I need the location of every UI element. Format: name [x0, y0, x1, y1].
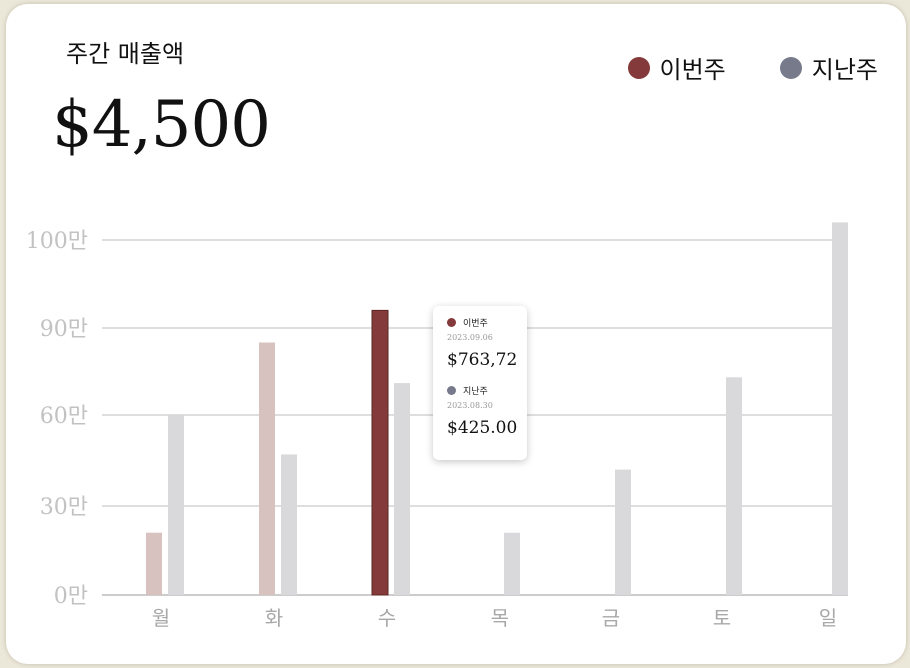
x-category-label: 목 — [491, 606, 509, 630]
tooltip-series-this-week: 이번주 — [447, 316, 527, 329]
chart-legend: 이번주 지난주 — [574, 50, 878, 85]
bars — [146, 222, 848, 596]
x-category-label: 일 — [819, 606, 837, 630]
x-category-label: 수 — [378, 606, 396, 630]
tooltip-date: 2023.09.06 — [447, 333, 493, 342]
x-category-label: 화 — [265, 606, 283, 630]
tooltip-date: 2023.08.30 — [447, 401, 493, 410]
x-category-label: 월 — [152, 606, 170, 630]
x-category-label: 금 — [602, 606, 620, 630]
bar-last-week — [832, 222, 848, 595]
tooltip-series-label: 지난주 — [463, 387, 488, 397]
y-tick-label: 0만 — [54, 584, 88, 609]
y-tick-label: 90만 — [40, 317, 88, 342]
chart-tooltip: 이번주 2023.09.06 $763,72 지난주 2023.08.30 $4… — [433, 306, 527, 460]
legend-label: 지난주 — [811, 56, 878, 84]
legend-item-this-week[interactable]: 이번주 — [627, 50, 726, 85]
tooltip-dot-icon — [447, 386, 456, 395]
bar-chart: 0만 30만 60만 90만 100만 월 화 수 목 금 토 일 — [26, 222, 848, 630]
sales-total: $4,500 — [52, 88, 271, 162]
y-tick-label: 60만 — [40, 404, 88, 429]
legend-dot-icon — [627, 56, 650, 79]
legend-item-last-week[interactable]: 지난주 — [779, 50, 878, 85]
bar-last-week — [281, 454, 297, 595]
bar-last-week — [394, 383, 410, 595]
bar-last-week — [615, 469, 631, 595]
tooltip-dot-icon — [447, 318, 456, 327]
weekly-sales-card: 주간 매출액 $4,500 이번주 지난주 0만 30만 60만 90만 100만 월 화… — [6, 4, 906, 664]
bar-this-week — [259, 342, 275, 595]
x-category-label: 토 — [713, 606, 731, 630]
tooltip-value: $763,72 — [447, 350, 518, 370]
legend-label: 이번주 — [659, 56, 726, 84]
bar-this-week — [371, 309, 389, 596]
y-tick-label: 30만 — [40, 495, 88, 520]
y-axis-tick-labels: 0만 30만 60만 90만 100만 — [26, 229, 88, 609]
y-tick-label: 100만 — [26, 229, 88, 254]
tooltip-series-last-week: 지난주 — [447, 384, 527, 397]
bar-this-week — [146, 532, 162, 595]
card-title: 주간 매출액 — [66, 40, 185, 68]
bar-last-week — [726, 377, 742, 595]
bar-last-week — [168, 415, 184, 595]
tooltip-value: $425.00 — [447, 418, 518, 438]
legend-dot-icon — [779, 56, 802, 79]
tooltip-series-label: 이번주 — [463, 319, 488, 329]
bar-last-week — [504, 532, 520, 595]
